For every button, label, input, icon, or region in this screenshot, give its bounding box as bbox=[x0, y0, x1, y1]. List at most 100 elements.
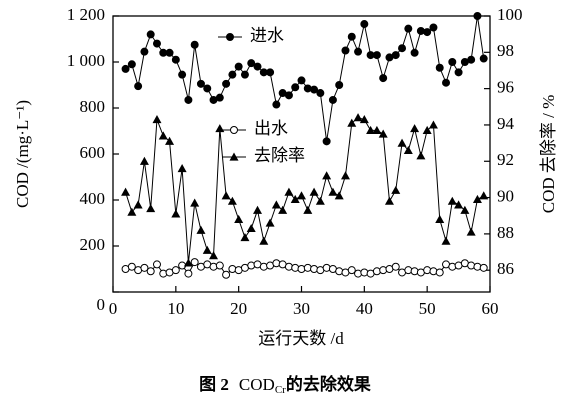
marker bbox=[247, 59, 256, 68]
legend-label: 去除率 bbox=[254, 146, 305, 165]
legend-label: 进水 bbox=[250, 26, 284, 45]
marker bbox=[158, 131, 168, 140]
marker bbox=[190, 198, 200, 207]
marker bbox=[334, 191, 344, 200]
marker bbox=[428, 120, 438, 129]
marker bbox=[240, 70, 249, 79]
marker bbox=[265, 218, 275, 227]
x-tick-label: 30 bbox=[293, 299, 310, 318]
marker bbox=[196, 225, 206, 234]
series-line bbox=[125, 117, 484, 263]
marker bbox=[360, 20, 369, 29]
marker bbox=[360, 268, 369, 277]
marker bbox=[165, 136, 175, 145]
marker bbox=[190, 258, 199, 267]
marker bbox=[467, 55, 476, 64]
marker bbox=[303, 84, 312, 93]
marker bbox=[121, 64, 130, 73]
marker bbox=[234, 214, 244, 223]
marker bbox=[391, 262, 400, 271]
marker bbox=[379, 266, 388, 275]
y-tick-label: 200 bbox=[80, 235, 106, 254]
y-axis-label: COD /(mg·L⁻¹) bbox=[13, 100, 32, 208]
marker bbox=[391, 51, 400, 60]
marker bbox=[372, 51, 381, 60]
marker bbox=[140, 263, 149, 272]
y-tick-label: 800 bbox=[80, 97, 106, 116]
y2-tick-label: 90 bbox=[497, 186, 514, 205]
marker bbox=[460, 205, 470, 214]
x-axis-label: 运行天数 /d bbox=[258, 329, 344, 348]
marker bbox=[310, 85, 319, 94]
marker bbox=[335, 267, 344, 276]
caption-sub: Cr bbox=[275, 384, 286, 396]
marker bbox=[171, 55, 180, 64]
marker bbox=[347, 118, 357, 127]
marker bbox=[410, 48, 419, 57]
marker bbox=[227, 196, 237, 205]
legend-marker bbox=[230, 126, 238, 134]
marker bbox=[479, 191, 489, 200]
marker bbox=[309, 187, 319, 196]
marker bbox=[315, 196, 325, 205]
marker bbox=[146, 203, 156, 213]
marker bbox=[467, 261, 476, 270]
marker bbox=[384, 196, 394, 205]
marker bbox=[340, 171, 350, 180]
y-tick-label: 600 bbox=[80, 143, 106, 162]
marker bbox=[423, 266, 432, 275]
y-tick-label: 1 000 bbox=[67, 51, 105, 70]
marker bbox=[152, 39, 161, 48]
x-tick-label: 10 bbox=[167, 299, 184, 318]
caption-cod: COD bbox=[239, 375, 275, 394]
marker bbox=[448, 262, 457, 271]
marker bbox=[222, 270, 231, 279]
marker bbox=[442, 78, 451, 87]
marker bbox=[473, 262, 482, 271]
y-tick-label: 0 bbox=[97, 295, 106, 314]
marker bbox=[202, 245, 212, 254]
x-tick-label: 60 bbox=[482, 299, 499, 318]
x-tick-label: 0 bbox=[109, 299, 118, 318]
caption-label: 图 2 bbox=[199, 375, 229, 394]
marker bbox=[171, 209, 181, 218]
marker bbox=[215, 93, 224, 102]
legend-marker bbox=[229, 152, 239, 161]
marker bbox=[310, 265, 319, 273]
marker bbox=[378, 129, 388, 138]
marker bbox=[479, 263, 488, 272]
marker bbox=[284, 187, 294, 196]
marker bbox=[353, 113, 363, 122]
marker bbox=[347, 266, 356, 275]
marker bbox=[228, 265, 237, 273]
marker bbox=[127, 207, 137, 216]
marker bbox=[391, 185, 401, 194]
marker bbox=[410, 124, 420, 133]
marker bbox=[140, 47, 149, 56]
marker bbox=[253, 62, 262, 71]
marker bbox=[404, 266, 413, 275]
marker bbox=[435, 268, 444, 277]
marker bbox=[228, 70, 237, 79]
y2-tick-label: 92 bbox=[497, 150, 514, 169]
marker bbox=[441, 236, 451, 245]
marker bbox=[322, 263, 331, 272]
marker bbox=[234, 62, 243, 71]
marker bbox=[146, 267, 155, 276]
x-tick-label: 50 bbox=[419, 299, 436, 318]
marker bbox=[184, 95, 193, 104]
marker bbox=[209, 251, 219, 260]
marker bbox=[297, 191, 306, 200]
marker bbox=[416, 151, 426, 160]
marker bbox=[171, 266, 180, 275]
marker bbox=[165, 48, 174, 57]
marker bbox=[359, 115, 369, 124]
caption-text: 的去除效果 bbox=[286, 374, 371, 394]
marker bbox=[422, 125, 432, 134]
marker bbox=[341, 46, 350, 55]
marker bbox=[203, 84, 212, 93]
caption: 图 2 CODCr的去除效果 bbox=[199, 374, 371, 396]
marker bbox=[398, 44, 407, 53]
marker bbox=[303, 263, 312, 272]
marker bbox=[435, 63, 444, 72]
